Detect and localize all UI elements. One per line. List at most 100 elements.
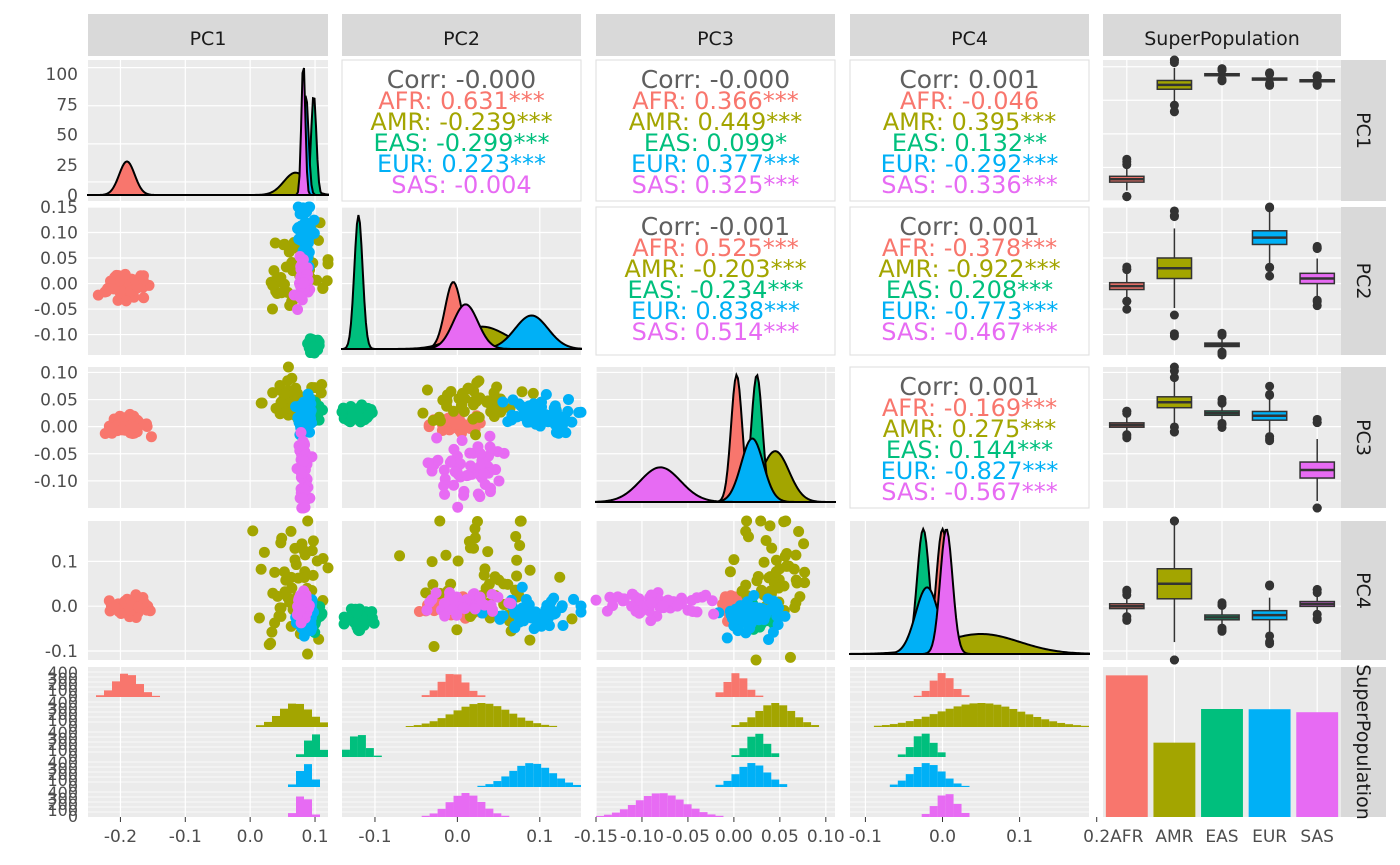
boxplot-outlier (1169, 366, 1179, 376)
y-tick-label-histogram: 0 (68, 807, 78, 826)
scatter-point (440, 549, 452, 561)
correlation-afr: AFR: -0.378*** (882, 234, 1057, 262)
scatter-point (337, 402, 349, 414)
histogram-amr (873, 703, 1089, 727)
scatter-point (116, 424, 128, 436)
scatter-point (363, 409, 375, 421)
scatter-point (104, 422, 116, 434)
histogram-bar (937, 771, 946, 787)
x-tick-label-superpopulation: AFR (1110, 827, 1143, 847)
correlation-eas: EAS: 0.208*** (886, 276, 1053, 304)
scatter-point (307, 569, 319, 581)
histogram-bar (461, 793, 470, 817)
x-tick-label-pc4: -0.1 (849, 827, 882, 847)
histogram-bar (485, 784, 494, 787)
scatter-point (282, 361, 294, 373)
scatter-point (120, 295, 132, 307)
scatter-point (258, 546, 270, 558)
correlation-amr: AMR: 0.395*** (883, 108, 1056, 136)
histogram-bar (779, 705, 788, 727)
histogram-bar (929, 714, 938, 727)
correlation-eur: EUR: -0.827*** (881, 457, 1059, 485)
scatter-point (492, 591, 504, 603)
y-tick-label-pc2: 0.05 (40, 249, 78, 269)
boxplot-outlier (1265, 271, 1275, 281)
histogram-eas (342, 735, 382, 757)
scatter-point (458, 602, 470, 614)
scatter-point (793, 526, 805, 538)
histogram-bar (945, 794, 954, 817)
scatter-point (422, 457, 434, 469)
y-tick-label-histogram: 100 (47, 801, 78, 820)
scatter-point (300, 220, 312, 232)
correlation-sas: SAS: -0.004 (391, 171, 531, 199)
scatter-point (267, 279, 279, 291)
correlation-amr: AMR: -0.239*** (370, 108, 552, 136)
correlation-afr: AFR: -0.169*** (882, 394, 1057, 422)
histogram-bar (603, 814, 612, 817)
histogram-bar (565, 782, 574, 787)
histogram-bar (929, 806, 938, 817)
boxplot-outlier (1217, 625, 1227, 635)
scatter-point (138, 292, 150, 304)
scatter-point (322, 562, 334, 574)
correlation-overall: Corr: -0.000 (387, 65, 536, 94)
scatter-point (448, 479, 460, 491)
boxplot-eur (1251, 68, 1288, 90)
x-tick-label-superpopulation: EAS (1205, 827, 1238, 847)
boxplot-outlier (1312, 295, 1322, 305)
density-sas (342, 303, 581, 350)
count-bar-eas (1201, 709, 1243, 817)
boxplot-amr (1156, 206, 1193, 341)
scatter-point (686, 595, 698, 607)
scatter-point (566, 416, 578, 428)
histogram-bar (272, 715, 280, 727)
x-tick-label-pc2: -0.1 (358, 827, 391, 847)
boxplot-outlier (1169, 58, 1179, 68)
boxplot-outlier (1265, 580, 1275, 590)
histogram-bar (288, 813, 296, 817)
scatter-point (626, 588, 638, 600)
x-tick-label-pc3: -0.05 (666, 827, 710, 847)
correlation-panel (849, 366, 1090, 509)
histogram-bar (961, 812, 970, 817)
scatter-point (445, 386, 457, 398)
boxplot-sas (1299, 584, 1336, 624)
histogram-bar (897, 722, 906, 727)
scatter-point (768, 601, 780, 613)
correlation-overall: Corr: 0.001 (899, 372, 1039, 401)
y-tick-label-histogram: 300 (47, 669, 78, 688)
boxplot-eur (1251, 580, 1288, 649)
histogram-bar (1017, 711, 1026, 727)
histogram-bar (1057, 722, 1066, 727)
scatter-series-afr (92, 268, 155, 307)
scatter-point (475, 448, 487, 460)
scatter-point (132, 601, 144, 613)
histogram-eas (897, 733, 946, 757)
scatter-point (505, 598, 517, 610)
scatter-point (439, 610, 451, 622)
scatter-point (764, 520, 776, 532)
scatter-point (560, 427, 572, 439)
correlation-sas: SAS: -0.467*** (881, 318, 1057, 346)
histogram-bar (945, 778, 954, 787)
histogram-sas (288, 796, 320, 817)
scatter-point (550, 426, 562, 438)
y-tick-label-density: 75 (56, 95, 78, 115)
scatter-point (128, 421, 140, 433)
correlation-afr: AFR: 0.631*** (378, 87, 545, 115)
histogram-bar (461, 682, 470, 697)
histogram-bar (937, 711, 946, 727)
scatter-point (493, 574, 505, 586)
scatter-point (470, 429, 482, 441)
scatter-point (278, 566, 290, 578)
scatter-point (283, 246, 295, 258)
y-tick-label-histogram: 300 (47, 759, 78, 778)
scatter-point (760, 534, 772, 546)
scatter-point (459, 392, 471, 404)
strip-pc3 (596, 14, 835, 56)
scatter-point (464, 542, 476, 554)
histogram-bar (256, 725, 264, 727)
histogram-bar (953, 803, 962, 817)
scatter-point (607, 600, 619, 612)
